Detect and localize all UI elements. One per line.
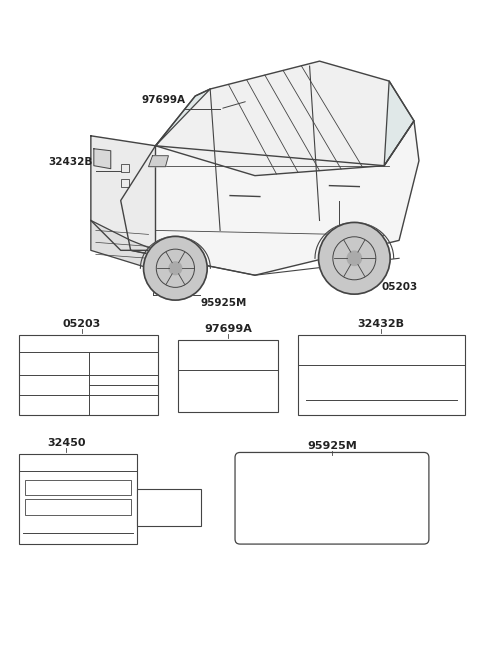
Polygon shape: [156, 89, 210, 146]
Polygon shape: [91, 221, 156, 271]
Polygon shape: [156, 61, 414, 176]
Bar: [25, 479, 131, 495]
Text: 32450: 32450: [47, 438, 85, 449]
Text: 05203: 05203: [63, 319, 101, 329]
Polygon shape: [384, 81, 414, 166]
Polygon shape: [94, 149, 111, 169]
Text: 95925M: 95925M: [307, 441, 357, 451]
Bar: [120, 164, 129, 172]
Bar: [298, 335, 465, 415]
Circle shape: [169, 262, 182, 274]
Polygon shape: [120, 121, 419, 275]
Text: 97699A: 97699A: [141, 95, 185, 105]
Circle shape: [144, 236, 207, 300]
Bar: [137, 489, 201, 526]
Bar: [19, 455, 137, 544]
Bar: [120, 179, 129, 187]
Polygon shape: [91, 136, 156, 250]
Polygon shape: [148, 156, 168, 166]
Text: 95925M: 95925M: [200, 298, 247, 308]
Circle shape: [319, 223, 390, 294]
Circle shape: [347, 251, 361, 265]
Text: 05203: 05203: [381, 282, 418, 292]
FancyBboxPatch shape: [235, 453, 429, 544]
Bar: [25, 499, 131, 515]
Text: 32432B: 32432B: [48, 157, 93, 166]
Text: 32432B: 32432B: [358, 319, 405, 329]
Bar: [19, 335, 158, 415]
Bar: [179, 340, 278, 411]
Text: 97699A: 97699A: [204, 324, 252, 334]
